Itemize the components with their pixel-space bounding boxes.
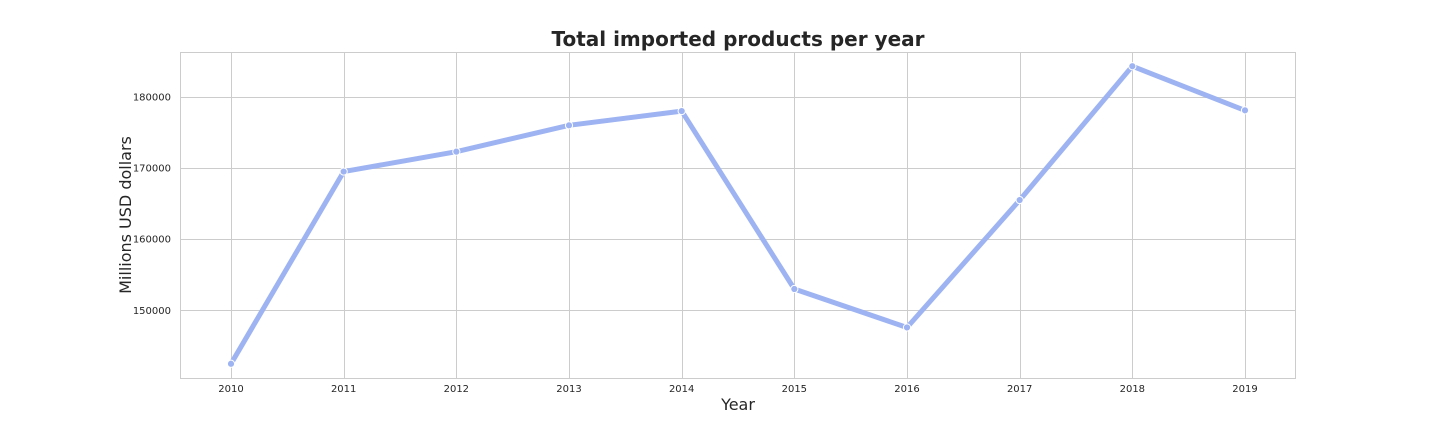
y-axis-label: Millions USD dollars xyxy=(116,136,135,294)
y-axis-ticks: 150000 160000 170000 180000 xyxy=(133,92,171,317)
data-point xyxy=(226,359,236,368)
x-tick-label: 2016 xyxy=(894,384,919,395)
x-tick-label: 2010 xyxy=(218,384,243,395)
x-tick-label: 2018 xyxy=(1120,384,1145,395)
y-tick-label: 160000 xyxy=(133,235,171,246)
data-point xyxy=(1015,195,1024,205)
x-tick-label: 2014 xyxy=(669,384,694,395)
y-tick-label: 180000 xyxy=(133,92,171,103)
y-tick-label: 150000 xyxy=(133,306,171,317)
chart-title: Total imported products per year xyxy=(551,27,924,51)
x-tick-label: 2017 xyxy=(1007,384,1032,395)
data-point xyxy=(339,167,348,176)
x-tick-label: 2019 xyxy=(1232,384,1257,395)
grid xyxy=(180,52,1295,378)
plot-frame xyxy=(180,52,1296,379)
series-line xyxy=(228,63,1248,367)
data-point xyxy=(564,121,574,130)
data-point xyxy=(677,106,686,116)
x-tick-label: 2012 xyxy=(444,384,469,395)
x-axis-ticks: 2010 2011 2012 2013 2014 2015 2016 2017 2018 2019 xyxy=(218,384,1257,395)
data-point xyxy=(1128,62,1137,71)
series-layer xyxy=(226,62,1250,368)
x-tick-label: 2011 xyxy=(331,384,356,395)
data-point xyxy=(790,284,799,294)
y-tick-label: 170000 xyxy=(133,164,171,175)
data-point xyxy=(452,147,461,156)
x-tick-label: 2015 xyxy=(782,384,807,395)
data-point xyxy=(902,323,912,332)
x-axis-label: Year xyxy=(720,395,755,414)
x-tick-label: 2013 xyxy=(556,384,581,395)
data-point xyxy=(1240,106,1250,115)
